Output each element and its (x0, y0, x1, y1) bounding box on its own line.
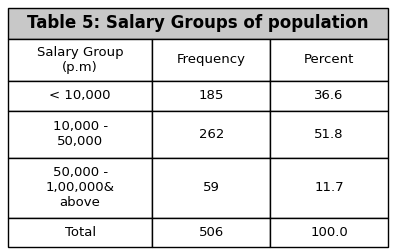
Bar (152, 111, 270, 158)
Text: 100.0: 100.0 (310, 226, 348, 239)
Bar (152, 39, 270, 81)
Bar (8, 8, 388, 39)
Bar (270, 39, 388, 81)
Bar (152, 218, 270, 247)
Bar (270, 111, 388, 158)
Text: 51.8: 51.8 (314, 128, 344, 141)
Text: 11.7: 11.7 (314, 181, 344, 194)
Bar (270, 218, 388, 247)
Bar (8, 81, 152, 111)
Text: 10,000 -
50,000: 10,000 - 50,000 (53, 120, 108, 148)
Text: 185: 185 (199, 89, 224, 102)
Text: 262: 262 (199, 128, 224, 141)
Bar (8, 218, 152, 247)
Text: 36.6: 36.6 (314, 89, 344, 102)
Bar (8, 158, 152, 218)
Text: 50,000 -
1,00,000&
above: 50,000 - 1,00,000& above (46, 166, 115, 209)
Text: Salary Group
(p.m): Salary Group (p.m) (37, 46, 124, 74)
Text: Frequency: Frequency (177, 53, 246, 66)
Bar (8, 111, 152, 158)
Text: < 10,000: < 10,000 (50, 89, 111, 102)
Bar (270, 81, 388, 111)
Text: Percent: Percent (304, 53, 354, 66)
Bar (152, 158, 270, 218)
Text: 59: 59 (203, 181, 220, 194)
Text: Table 5: Salary Groups of population: Table 5: Salary Groups of population (27, 14, 369, 32)
Bar (152, 81, 270, 111)
Bar (8, 39, 152, 81)
Text: 506: 506 (199, 226, 224, 239)
Bar (270, 158, 388, 218)
Text: Total: Total (65, 226, 96, 239)
